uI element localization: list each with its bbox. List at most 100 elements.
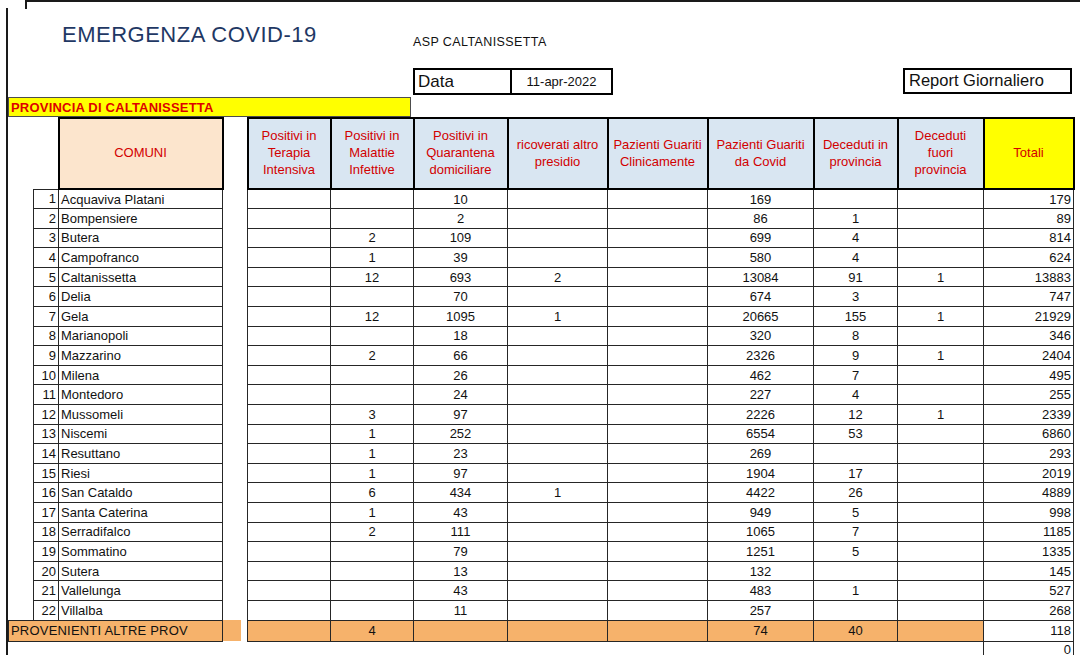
cell-malattie-infettive — [331, 189, 414, 209]
spacer — [241, 189, 248, 209]
row-number: 18 — [34, 522, 59, 542]
row-number: 10 — [34, 365, 59, 385]
cell-malattie-infettive: 1 — [331, 444, 414, 464]
cell-deceduti-fuori — [898, 581, 984, 601]
footer-row-provenienti: PROVENIENTI ALTRE PROV 4 74 40 118 — [9, 620, 1074, 641]
cell-totale: 747 — [984, 287, 1074, 307]
row-number: 3 — [34, 228, 59, 248]
cell-totale: 2404 — [984, 346, 1074, 366]
comune-name: Santa Caterina — [59, 503, 223, 523]
lead-spacer — [9, 307, 34, 327]
comune-name: Acquaviva Platani — [59, 189, 223, 209]
table-row: 22Villalba11257268 — [9, 600, 1074, 620]
table-row: 1Acquaviva Platani10169179 — [9, 189, 1074, 209]
cell-guariti-covid: 483 — [708, 581, 814, 601]
cell-guariti-covid: 1251 — [708, 542, 814, 562]
cell-malattie-infettive: 12 — [331, 267, 414, 287]
table-row: 21Vallelunga434831527 — [9, 581, 1074, 601]
lead-spacer — [9, 561, 34, 581]
cell-totale: 145 — [984, 561, 1074, 581]
spacer — [241, 463, 248, 483]
cell-totale: 1185 — [984, 522, 1074, 542]
lead-spacer — [9, 424, 34, 444]
cell-terapia-intensiva — [248, 542, 331, 562]
cell-quarantena: 693 — [414, 267, 508, 287]
cell-malattie-infettive — [331, 385, 414, 405]
cell-guariti-covid: 699 — [708, 228, 814, 248]
cell-ricoverati-altro — [508, 385, 608, 405]
cell-guariti-covid: 320 — [708, 326, 814, 346]
cell-deceduti-fuori — [898, 542, 984, 562]
cell-malattie-infettive — [331, 209, 414, 229]
cell-deceduti-provincia — [814, 444, 898, 464]
lead-spacer — [9, 463, 34, 483]
lead-spacer — [9, 365, 34, 385]
spacer — [223, 581, 241, 601]
cell-totale: 1335 — [984, 542, 1074, 562]
spacer — [223, 287, 241, 307]
cell-deceduti-provincia: 8 — [814, 326, 898, 346]
spacer — [223, 561, 241, 581]
spacer — [241, 444, 248, 464]
cell-deceduti-fuori — [898, 326, 984, 346]
lead-spacer — [9, 600, 34, 620]
cell-guariti-covid: 674 — [708, 287, 814, 307]
cell-deceduti-fuori — [898, 444, 984, 464]
cell-ricoverati-altro — [508, 365, 608, 385]
spacer — [223, 326, 241, 346]
cell-quarantena: 70 — [414, 287, 508, 307]
comune-name: Mussomeli — [59, 405, 223, 425]
cell-deceduti-fuori: 1 — [898, 307, 984, 327]
spacer — [223, 463, 241, 483]
cell-guariti-clinicamente — [608, 463, 708, 483]
cell-guariti-clinicamente — [608, 287, 708, 307]
cell-malattie-infettive — [331, 365, 414, 385]
cell-guariti-clinicamente — [608, 522, 708, 542]
spacer — [223, 483, 241, 503]
row-number: 7 — [34, 307, 59, 327]
spacer — [223, 522, 241, 542]
cell-quarantena: 109 — [414, 228, 508, 248]
cell-guariti-clinicamente — [608, 307, 708, 327]
comune-name: Caltanissetta — [59, 267, 223, 287]
cell-guariti-covid: 20665 — [708, 307, 814, 327]
cell-guariti-clinicamente — [608, 405, 708, 425]
cell-guariti-covid: 1904 — [708, 463, 814, 483]
cell-quarantena: 18 — [414, 326, 508, 346]
row-number: 17 — [34, 503, 59, 523]
comune-name: Sutera — [59, 561, 223, 581]
cell-guariti-covid: 2226 — [708, 405, 814, 425]
cell-guariti-covid: 949 — [708, 503, 814, 523]
date-value: 11-apr-2022 — [512, 70, 611, 93]
comune-name: Delia — [59, 287, 223, 307]
cell-malattie-infettive — [331, 581, 414, 601]
table-row: 2Bompensiere286189 — [9, 209, 1074, 229]
date-label: Data — [415, 70, 512, 93]
footer-row-label: PROVENIENTI ALTRE PROV — [9, 620, 223, 641]
cell-malattie-infettive: 1 — [331, 503, 414, 523]
cell-guariti-clinicamente — [608, 189, 708, 209]
cell-malattie-infettive: 2 — [331, 346, 414, 366]
cell-guariti-clinicamente — [608, 385, 708, 405]
cell-terapia-intensiva — [248, 307, 331, 327]
cell-deceduti-provincia: 155 — [814, 307, 898, 327]
lead-spacer — [9, 385, 34, 405]
spacer — [241, 326, 248, 346]
table-row: 16San Cataldo643414422264889 — [9, 483, 1074, 503]
cell-quarantena: 252 — [414, 424, 508, 444]
cell-ricoverati-altro — [508, 189, 608, 209]
spacer — [241, 209, 248, 229]
cell-deceduti-fuori — [898, 287, 984, 307]
cell-malattie-infettive: 6 — [331, 483, 414, 503]
table-row: 12Mussomeli39722261212339 — [9, 405, 1074, 425]
cell-terapia-intensiva — [248, 248, 331, 268]
report-page: EMERGENZA COVID-19 ASP CALTANISSETTA Dat… — [0, 0, 1080, 655]
cell-malattie-infettive: 1 — [331, 424, 414, 444]
spacer — [223, 600, 241, 620]
spacer — [241, 561, 248, 581]
cell-deceduti-provincia — [814, 561, 898, 581]
footer-cell-deceduti-fuori — [898, 620, 984, 641]
cell-deceduti-provincia: 3 — [814, 287, 898, 307]
spacer — [241, 287, 248, 307]
table-row: 14Resuttano123269293 — [9, 444, 1074, 464]
